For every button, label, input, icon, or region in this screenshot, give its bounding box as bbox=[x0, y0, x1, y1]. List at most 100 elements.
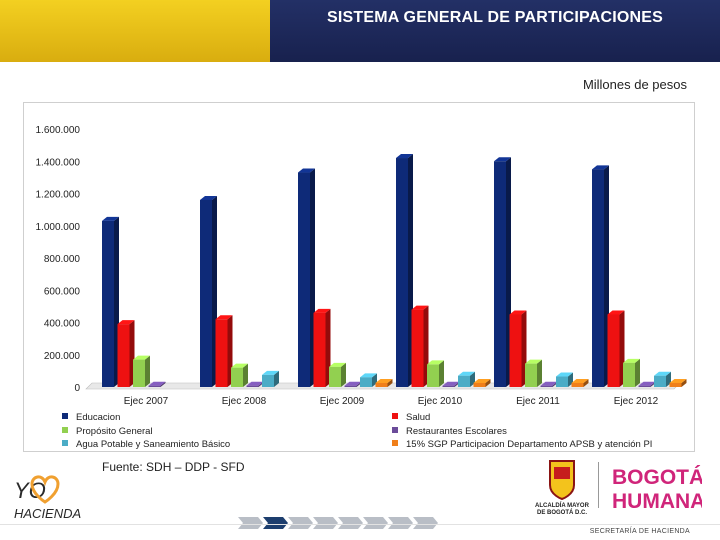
bar bbox=[148, 385, 161, 387]
bar-side bbox=[537, 359, 542, 387]
x-tick-label: Ejec 2007 bbox=[124, 396, 169, 407]
units-label: Millones de pesos bbox=[582, 77, 687, 92]
bar-top bbox=[298, 168, 315, 173]
legend-label: Salud bbox=[406, 412, 430, 423]
x-tick-label: Ejec 2009 bbox=[320, 396, 365, 407]
y-tick-label: 1.000.000 bbox=[36, 222, 81, 233]
bar-side bbox=[485, 378, 491, 387]
bar bbox=[411, 309, 424, 387]
x-tick-label: Ejec 2010 bbox=[418, 396, 463, 407]
footer-divider bbox=[0, 524, 720, 525]
bogota-humana-logo: BOGOTÁ HUMANA bbox=[612, 466, 702, 513]
bar-side bbox=[341, 362, 346, 387]
bar-top bbox=[427, 360, 444, 365]
bogota-line1: BOGOTÁ bbox=[612, 466, 702, 489]
progress-step bbox=[413, 517, 438, 529]
bar bbox=[427, 364, 439, 387]
logo-divider bbox=[598, 462, 599, 508]
bar-side bbox=[635, 358, 640, 387]
bar bbox=[540, 385, 553, 387]
bar-top bbox=[607, 310, 625, 315]
bar bbox=[592, 169, 604, 387]
bar-top bbox=[375, 378, 393, 383]
bar bbox=[117, 324, 130, 387]
legend-swatch bbox=[392, 427, 398, 433]
bar bbox=[494, 161, 506, 387]
bar bbox=[344, 385, 357, 387]
alcaldia-logo: ALCALDÍA MAYOR DE BOGOTÁ D.C. bbox=[535, 460, 590, 516]
bar-top bbox=[102, 216, 119, 221]
legend-swatch bbox=[62, 440, 68, 446]
bar-side bbox=[583, 378, 589, 387]
slide-progress bbox=[238, 517, 438, 529]
bar bbox=[360, 377, 372, 387]
header-gold-block bbox=[0, 0, 270, 62]
legend-swatch bbox=[62, 413, 68, 419]
alcaldia-line1: ALCALDÍA MAYOR bbox=[535, 501, 590, 509]
bar-top bbox=[117, 320, 135, 325]
progress-step bbox=[313, 517, 338, 529]
bar bbox=[638, 385, 651, 387]
bar bbox=[262, 374, 274, 387]
bar bbox=[313, 312, 326, 387]
bar-top bbox=[556, 372, 573, 377]
bar bbox=[200, 199, 212, 387]
progress-step-active bbox=[263, 517, 288, 529]
alcaldia-line2: DE BOGOTÁ D.C. bbox=[537, 509, 587, 516]
logo-hacienda-text: HACIENDA bbox=[14, 506, 81, 521]
bar-side bbox=[274, 370, 279, 387]
bar-top bbox=[509, 310, 527, 315]
bar bbox=[396, 158, 408, 387]
bar bbox=[458, 375, 470, 387]
heart-icon bbox=[30, 475, 60, 504]
bar-top bbox=[148, 381, 166, 386]
bar bbox=[525, 363, 537, 387]
bar bbox=[102, 220, 114, 387]
legend-swatch bbox=[62, 427, 68, 433]
y-tick-label: 1.600.000 bbox=[36, 125, 81, 136]
bar-chart: 0 200.000 400.000 600.000 800.000 1.000.000 1.… bbox=[36, 125, 687, 450]
legend-label: Propósito General bbox=[76, 426, 153, 437]
progress-step bbox=[388, 517, 413, 529]
bar bbox=[133, 359, 145, 387]
bar-top bbox=[494, 157, 511, 162]
y-tick-label: 1.200.000 bbox=[36, 190, 81, 201]
legend-swatch bbox=[392, 413, 398, 419]
bar bbox=[654, 375, 666, 387]
bar-top bbox=[525, 359, 542, 364]
bar bbox=[215, 319, 228, 387]
source-note: Fuente: SDH – DDP - SFD bbox=[102, 460, 245, 474]
legend-label: Educacion bbox=[76, 412, 120, 423]
y-tick-label: 400.000 bbox=[44, 319, 81, 330]
bar-side bbox=[145, 355, 150, 387]
bar bbox=[509, 314, 522, 387]
bar bbox=[669, 382, 682, 387]
legend-label: 15% SGP Participacion Departamento APSB … bbox=[406, 439, 652, 450]
bar-top bbox=[313, 308, 331, 313]
bar-top bbox=[396, 154, 413, 159]
bar-top bbox=[133, 355, 150, 360]
bar-side bbox=[160, 381, 166, 387]
progress-step bbox=[288, 517, 313, 529]
bar-top bbox=[442, 381, 460, 386]
legend-swatch bbox=[392, 440, 398, 446]
x-tick-label: Ejec 2008 bbox=[222, 396, 267, 407]
page-title: SISTEMA GENERAL DE PARTICIPACIONES bbox=[326, 9, 664, 26]
bar bbox=[375, 382, 388, 387]
bar-top bbox=[540, 381, 558, 386]
bar-top bbox=[571, 378, 589, 383]
bar bbox=[623, 362, 635, 387]
shield-icon bbox=[549, 460, 575, 501]
bar-top bbox=[329, 362, 346, 367]
bar-top bbox=[231, 363, 248, 368]
bar bbox=[473, 382, 486, 387]
y-tick-label: 800.000 bbox=[44, 254, 81, 265]
bar bbox=[298, 172, 310, 387]
bar-top bbox=[200, 195, 217, 200]
bar bbox=[231, 367, 243, 387]
bar-top bbox=[669, 378, 687, 383]
bar bbox=[246, 385, 259, 387]
bar-top bbox=[246, 381, 264, 386]
bar-top bbox=[411, 305, 429, 310]
bogota-line2: HUMANA bbox=[612, 490, 702, 513]
